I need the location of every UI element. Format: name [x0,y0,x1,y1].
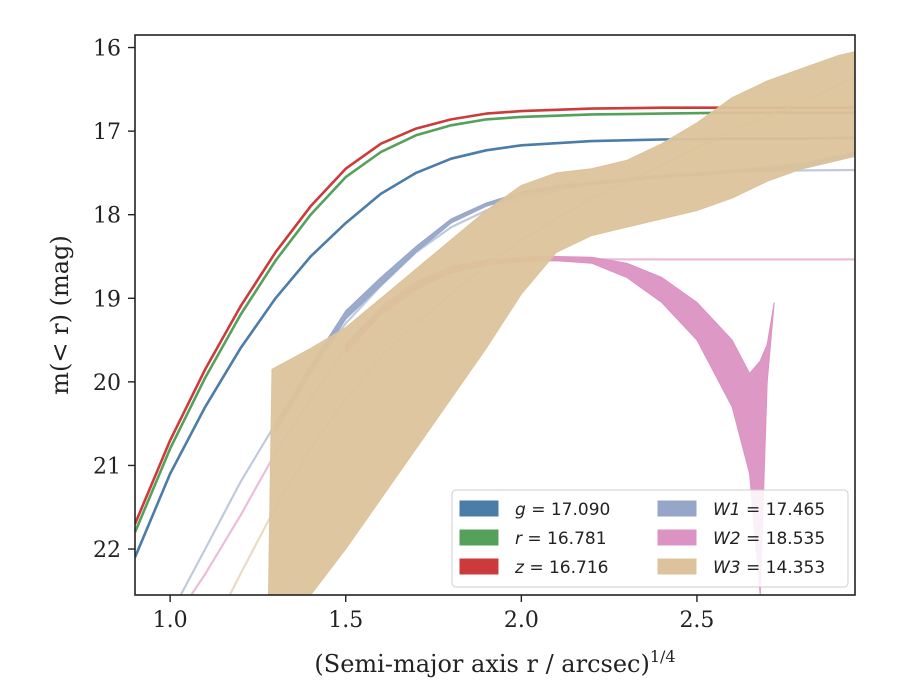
x-axis-label-text: (Semi-major axis r / arcsec) [314,650,649,678]
legend-swatch-W1 [657,500,697,517]
x-axis-label: (Semi-major axis r / arcsec)1/4 [314,647,675,678]
legend-swatch-W3 [657,558,697,575]
legend-label-g: g = 17.090 [515,500,610,520]
y-tick-label: 17 [93,120,121,145]
legend-swatch-z [459,558,499,575]
x-tick-label: 2.0 [504,608,539,633]
ticks-layer: 1.0 1.5 2.0 2.5 16 17 18 19 20 21 22 [93,37,714,633]
legend-swatch-r [459,529,499,546]
series-band-W3-band [267,51,855,595]
legend-label-r: r = 16.781 [515,529,607,549]
series-line-r [135,111,855,533]
y-tick-label: 18 [93,204,121,229]
y-tick-label: 19 [93,287,121,312]
x-tick-label: 2.5 [679,608,714,633]
y-axis-label: m(< r) (mag) [46,235,74,394]
x-axis-label-superscript: 1/4 [650,647,676,666]
series-layer [135,51,855,595]
x-tick-label: 1.0 [153,608,188,633]
legend-label-W2: W2 = 18.535 [713,529,825,549]
series-line-z [135,106,855,525]
x-tick-label: 1.5 [328,608,363,633]
y-tick-label: 20 [93,371,121,396]
plot-frame [134,34,856,596]
legend-swatch-W2 [657,529,697,546]
y-tick-label: 16 [93,37,121,62]
legend-label-z: z = 16.716 [514,558,608,578]
legend-frame [451,489,849,588]
legend: g = 17.090 r = 16.781 z = 16.716 W1 = 17.46… [451,489,849,588]
legend-swatch-g [459,500,499,517]
legend-label-W3: W3 = 14.353 [713,558,825,578]
legend-label-W1: W1 = 17.465 [713,500,825,520]
series-band-W1-band [275,151,855,434]
y-tick-label: 21 [93,454,121,479]
y-tick-label: 22 [93,538,121,563]
